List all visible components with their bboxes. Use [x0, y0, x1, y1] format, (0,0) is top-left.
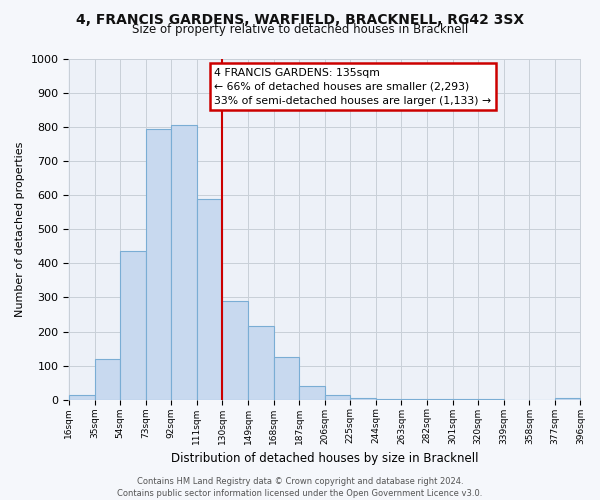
- Bar: [401, 399, 427, 400]
- Y-axis label: Number of detached properties: Number of detached properties: [15, 142, 25, 317]
- Bar: [325, 394, 350, 400]
- Text: 4 FRANCIS GARDENS: 135sqm
← 66% of detached houses are smaller (2,293)
33% of se: 4 FRANCIS GARDENS: 135sqm ← 66% of detac…: [214, 68, 491, 106]
- Bar: [69, 394, 95, 400]
- Bar: [555, 398, 580, 400]
- Bar: [350, 398, 376, 400]
- Text: Contains HM Land Registry data © Crown copyright and database right 2024.
Contai: Contains HM Land Registry data © Crown c…: [118, 476, 482, 498]
- Text: Size of property relative to detached houses in Bracknell: Size of property relative to detached ho…: [132, 22, 468, 36]
- Bar: [95, 359, 120, 400]
- Bar: [120, 252, 146, 400]
- Bar: [146, 129, 171, 400]
- Bar: [274, 357, 299, 400]
- Bar: [376, 398, 401, 400]
- Bar: [299, 386, 325, 400]
- Text: 4, FRANCIS GARDENS, WARFIELD, BRACKNELL, RG42 3SX: 4, FRANCIS GARDENS, WARFIELD, BRACKNELL,…: [76, 12, 524, 26]
- Bar: [223, 301, 248, 400]
- Bar: [197, 198, 223, 400]
- X-axis label: Distribution of detached houses by size in Bracknell: Distribution of detached houses by size …: [171, 452, 478, 465]
- Bar: [171, 126, 197, 400]
- Bar: [248, 326, 274, 400]
- Bar: [427, 399, 452, 400]
